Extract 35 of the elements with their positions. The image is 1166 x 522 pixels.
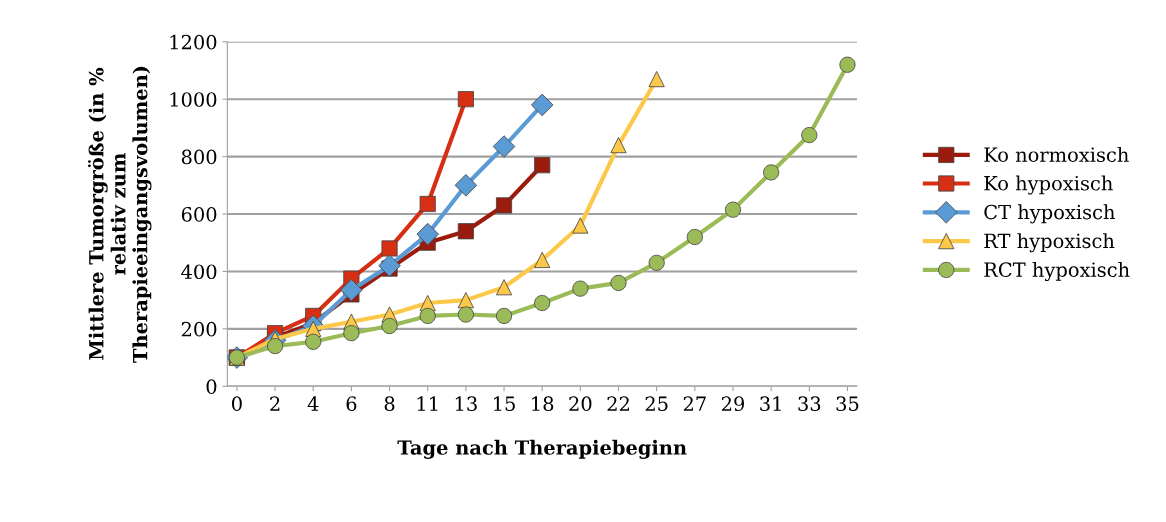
x-tick-label: 18 — [532, 396, 554, 412]
x-tick-label: 35 — [836, 396, 859, 412]
x-tick-label: 8 — [384, 396, 395, 412]
point — [492, 135, 516, 158]
x-tick-label: 31 — [760, 396, 781, 412]
x-tick-label: 13 — [455, 396, 477, 412]
legend-label: CT hypoxisch — [984, 204, 1115, 224]
legend-label: RCT hypoxisch — [984, 261, 1130, 282]
point — [340, 278, 363, 302]
legend-label: Ko hypoxisch — [984, 175, 1113, 195]
x-tick-label: 22 — [607, 396, 629, 411]
x-tick-label: 4 — [307, 396, 319, 411]
y-tick-label: 800 — [181, 149, 217, 165]
legend-label: RT hypoxisch — [984, 233, 1115, 253]
x-tick-label: 20 — [569, 396, 592, 412]
x-tick-label: 25 — [645, 396, 668, 412]
x-tick-label: 27 — [683, 396, 706, 411]
x-tick-label: 6 — [346, 396, 357, 412]
y-tick-label: 200 — [181, 321, 217, 337]
x-tick-label: 2 — [270, 396, 280, 411]
y-tick-label: 1200 — [170, 34, 217, 50]
y-tick-label: 400 — [181, 264, 217, 280]
x-tick-label: 15 — [494, 396, 515, 412]
legend-label: Ko normoxisch — [984, 146, 1129, 163]
point — [495, 197, 513, 214]
x-tick-label: 0 — [232, 396, 242, 412]
x-tick-label: 29 — [721, 396, 745, 412]
x-tick-label: 33 — [798, 396, 821, 412]
x-tick-label: 11 — [417, 396, 438, 411]
y-axis-title: Mittlere Tumorgröße (in % relativ zum Therapieeingangsvolumen) — [88, 66, 152, 363]
y-tick-label: 0 — [206, 379, 217, 394]
y-tick-label: 600 — [181, 206, 217, 222]
y-tick-label: 1000 — [170, 92, 217, 107]
point — [457, 91, 474, 108]
x-axis-title: Tage nach Therapiebeginn — [397, 439, 687, 459]
